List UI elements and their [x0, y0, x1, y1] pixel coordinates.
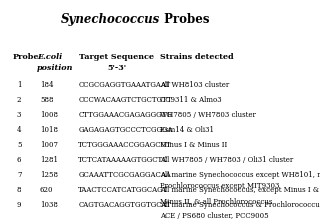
- Text: TCTCATAAAAAGTGGCTC: TCTCATAAAAAGTGGCTC: [78, 156, 169, 164]
- Text: 588: 588: [40, 96, 53, 104]
- Text: All marine Synechococcus except WH8101, no: All marine Synechococcus except WH8101, …: [160, 171, 320, 179]
- Text: 1: 1: [17, 81, 21, 89]
- Text: Minus I & Minus II: Minus I & Minus II: [160, 141, 227, 149]
- Text: CAGTGACAGGTGGTGCAT: CAGTGACAGGTGGTGCAT: [78, 201, 171, 209]
- Text: 5'-3': 5'-3': [107, 64, 126, 72]
- Text: 1007: 1007: [40, 141, 58, 149]
- Text: GCAAATTCGCGAGGACAA: GCAAATTCGCGAGGACAA: [78, 171, 171, 179]
- Text: Target Sequence: Target Sequence: [79, 53, 154, 61]
- Text: Probe: Probe: [12, 53, 39, 61]
- Text: GAGAGAGTGCCCTCGGGA: GAGAGAGTGCCCTCGGGA: [78, 126, 173, 134]
- Text: Prochlorococcus except MIT9303: Prochlorococcus except MIT9303: [160, 182, 279, 190]
- Text: 1008: 1008: [40, 111, 58, 119]
- Text: 8: 8: [17, 186, 21, 194]
- Text: 184: 184: [40, 81, 53, 89]
- Text: 4: 4: [17, 126, 21, 134]
- Text: position: position: [37, 64, 73, 72]
- Text: ACE / PS680 cluster, PCC9005: ACE / PS680 cluster, PCC9005: [160, 212, 268, 220]
- Text: Synechococcus: Synechococcus: [61, 13, 160, 26]
- Text: TCTGGGAAACCGGAGCGT: TCTGGGAAACCGGAGCGT: [78, 141, 172, 149]
- Text: Minus II, & all Prochlorococcus: Minus II, & all Prochlorococcus: [160, 197, 272, 205]
- Text: Strains detected: Strains detected: [160, 53, 234, 61]
- Text: 3: 3: [17, 111, 21, 119]
- Text: WH7805 / WH7803 cluster: WH7805 / WH7803 cluster: [160, 111, 256, 119]
- Text: CCCWACAAGTCTGCTGTT: CCCWACAAGTCTGCTGTT: [78, 96, 172, 104]
- Text: 9: 9: [17, 201, 21, 209]
- Text: All WH7805 / WH7803 / Oli31 cluster: All WH7805 / WH7803 / Oli31 cluster: [160, 156, 293, 164]
- Text: CC9311 & Almo3: CC9311 & Almo3: [160, 96, 222, 104]
- Text: All marine Synechococcus & Prochlorococcus,: All marine Synechococcus & Prochlorococc…: [160, 201, 320, 209]
- Text: 620: 620: [40, 186, 53, 194]
- Text: 6: 6: [17, 156, 21, 164]
- Text: 1038: 1038: [40, 201, 58, 209]
- Text: 7: 7: [17, 171, 21, 179]
- Text: Probes: Probes: [160, 13, 210, 26]
- Text: CTTGGAAACGAGAGGGTG: CTTGGAAACGAGAGGGTG: [78, 111, 172, 119]
- Text: 5: 5: [17, 141, 21, 149]
- Text: CCGCGAGGTGAAATGAAT: CCGCGAGGTGAAATGAAT: [78, 81, 171, 89]
- Text: E.coli: E.coli: [37, 53, 62, 61]
- Text: TAACTCCATCATGGCAGT: TAACTCCATCATGGCAGT: [78, 186, 169, 194]
- Text: 2: 2: [17, 96, 21, 104]
- Text: All WH8103 cluster: All WH8103 cluster: [160, 81, 229, 89]
- Text: 1018: 1018: [40, 126, 58, 134]
- Text: Esm14 & Oli31: Esm14 & Oli31: [160, 126, 214, 134]
- Text: 1258: 1258: [40, 171, 58, 179]
- Text: All marine Synechococcus, except Minus I &: All marine Synechococcus, except Minus I…: [160, 186, 319, 194]
- Text: 1281: 1281: [40, 156, 58, 164]
